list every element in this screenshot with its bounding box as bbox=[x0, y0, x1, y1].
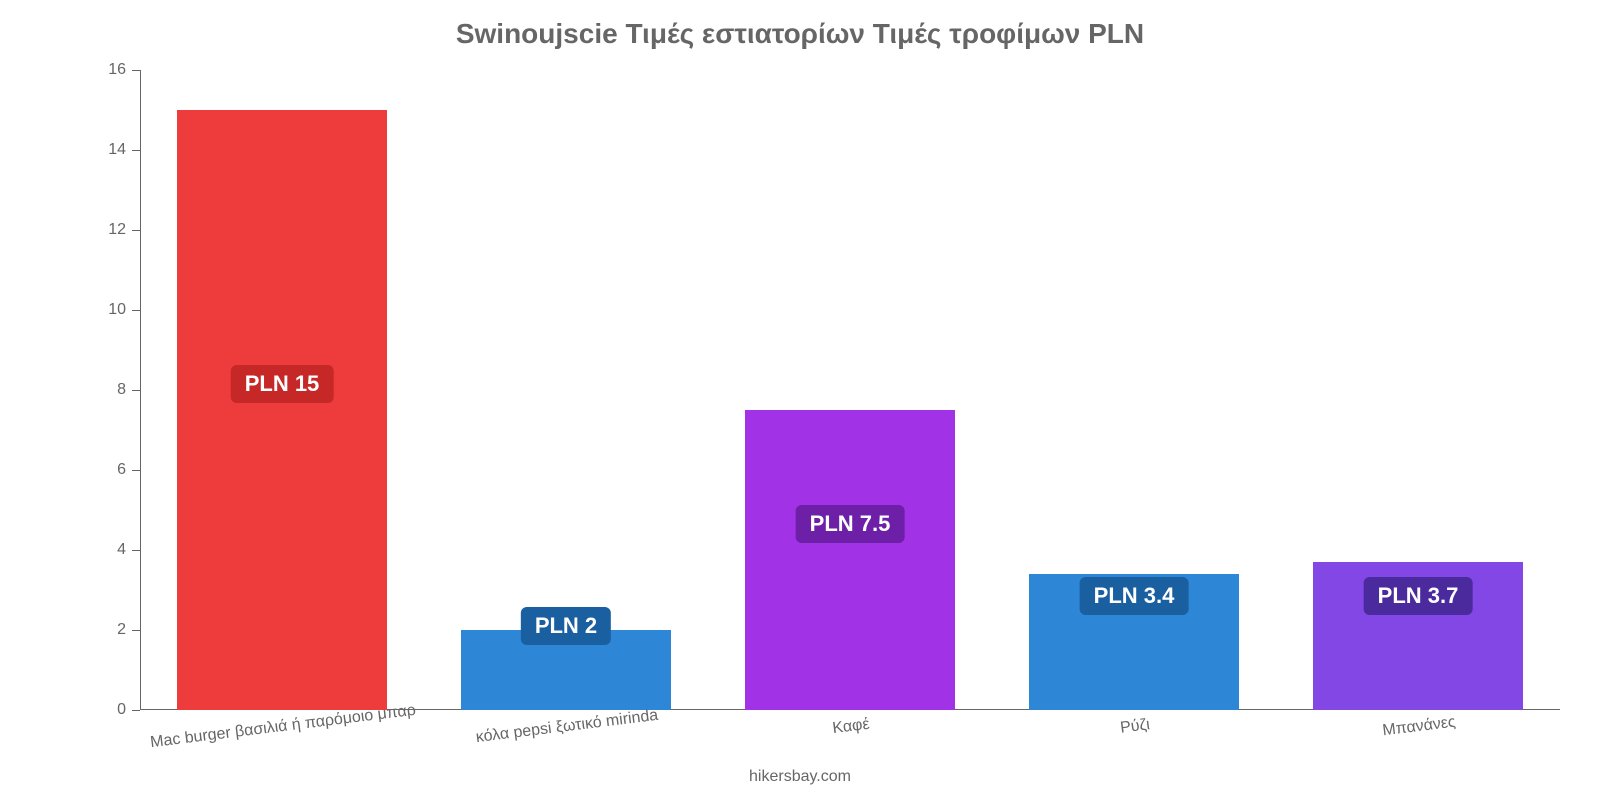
y-tick-label: 16 bbox=[66, 61, 126, 79]
x-tick-label: Ρύζι bbox=[1119, 716, 1151, 737]
y-tick-label: 4 bbox=[66, 541, 126, 559]
bar-value-label: PLN 7.5 bbox=[796, 505, 905, 543]
y-tick-label: 8 bbox=[66, 381, 126, 399]
bar-value-label: PLN 2 bbox=[521, 607, 611, 645]
bar-value-label: PLN 15 bbox=[231, 365, 334, 403]
y-tick-label: 10 bbox=[66, 301, 126, 319]
bar-value-label: PLN 3.7 bbox=[1364, 577, 1473, 615]
y-tick-mark bbox=[132, 390, 140, 391]
y-tick-mark bbox=[132, 150, 140, 151]
x-tick-label: Μπανάνες bbox=[1382, 714, 1457, 741]
y-tick-mark bbox=[132, 310, 140, 311]
x-tick-label: Καφέ bbox=[832, 716, 871, 738]
x-tick-label: κόλα pepsi ξωτικό mirinda bbox=[475, 707, 659, 747]
chart-title: Swinoujscie Τιμές εστιατορίων Τιμές τροφ… bbox=[0, 18, 1600, 50]
y-tick-label: 14 bbox=[66, 141, 126, 159]
y-tick-label: 12 bbox=[66, 221, 126, 239]
y-tick-mark bbox=[132, 630, 140, 631]
y-tick-mark bbox=[132, 550, 140, 551]
y-axis-line bbox=[140, 70, 141, 710]
y-tick-label: 6 bbox=[66, 461, 126, 479]
y-tick-mark bbox=[132, 230, 140, 231]
y-tick-mark bbox=[132, 710, 140, 711]
y-tick-mark bbox=[132, 70, 140, 71]
y-tick-mark bbox=[132, 470, 140, 471]
y-tick-label: 0 bbox=[66, 701, 126, 719]
bar bbox=[745, 410, 955, 710]
y-tick-label: 2 bbox=[66, 621, 126, 639]
credit-text: hikersbay.com bbox=[749, 768, 851, 786]
bar-value-label: PLN 3.4 bbox=[1080, 577, 1189, 615]
plot-area: 0246810121416PLN 15Mac burger βασιλιά ή … bbox=[140, 70, 1560, 710]
bar bbox=[177, 110, 387, 710]
price-bar-chart: Swinoujscie Τιμές εστιατορίων Τιμές τροφ… bbox=[0, 0, 1600, 800]
